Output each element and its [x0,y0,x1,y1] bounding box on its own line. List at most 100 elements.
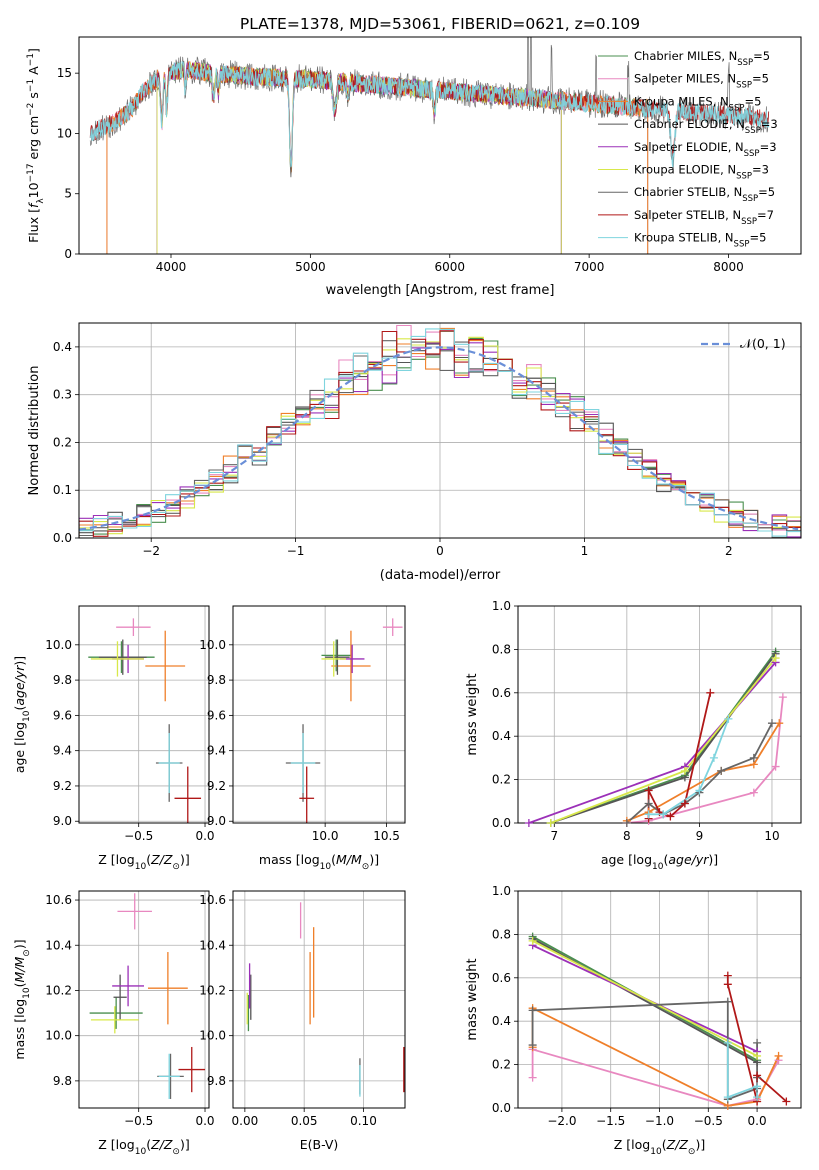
weight-marker [723,1093,732,1102]
panel-mass-age: 10.0 10.5 9.0 9.2 9.4 9.6 9.8 10.0 mass [log10(M… [199,605,406,872]
y-tick-label: 9.4 [207,744,226,758]
y-tick-label: 0.6 [492,971,511,985]
x-tick-label: 0 [436,544,444,558]
y-tick-label: 0.0 [492,1101,511,1115]
weight-marker [749,788,758,797]
weight-marker [524,819,533,827]
axes-frame [232,605,406,824]
x-tick-label: 6000 [434,260,465,274]
weight-marker [622,819,631,827]
weight-marker [753,1082,762,1091]
y-tick-label: 0.2 [492,1058,511,1072]
weight-marker [771,762,780,771]
y-tick-label: 10.0 [199,1029,226,1043]
legend-label: Chabrier MILES, NSSP=5 [634,49,770,68]
y-tick-label: 0.3 [53,388,72,402]
y-tick-label: 0.6 [492,686,511,700]
y-tick-label: 9.8 [53,1074,72,1088]
y-tick-label: 1.0 [492,599,511,613]
weight-marker [767,719,776,728]
y-tick-label: 9.8 [207,1074,226,1088]
y-tick-label: 10.4 [45,938,72,952]
legend-label: Chabrier STELIB, NSSP=5 [634,185,775,204]
y-tick-label: 10.6 [199,893,226,907]
x-tick-label: 8000 [713,260,744,274]
y-axis-label: mass [log10(M/M⊙)] [12,939,32,1059]
x-axis-label: wavelength [Angstrom, rest frame] [326,283,555,298]
weight-marker [723,980,732,989]
x-tick-label: −1.5 [596,1114,625,1128]
y-tick-label: 0.4 [53,340,72,354]
x-axis-label: (data-model)/error [380,568,501,583]
weight-marker [717,766,726,775]
y-tick-label: 10.0 [199,638,226,652]
weight-marker [644,799,653,808]
x-tick-label: −0.5 [124,1114,153,1128]
x-tick-label: 0.00 [232,1114,259,1128]
y-tick-label: 0.1 [53,483,72,497]
y-tick-label: 9.8 [207,673,226,687]
y-axis-label: mass weight [465,673,480,755]
weight-marker [528,1073,537,1082]
x-tick-label: 4000 [156,260,187,274]
legend-label: Salpeter STELIB, NSSP=7 [634,208,774,227]
y-tick-label: 0.2 [492,773,511,787]
y-tick-label: 15 [57,66,72,80]
x-tick-label: 7 [550,829,558,843]
x-tick-label: −2 [142,544,160,558]
x-tick-label: 8 [623,829,631,843]
weight-marker [723,971,732,980]
x-tick-label: −1.0 [645,1114,674,1128]
weight-marker [644,810,653,819]
x-tick-label: −2.0 [547,1114,576,1128]
weight-marker [753,1071,762,1080]
weight-marker [528,936,537,945]
figure-title: PLATE=1378, MJD=53061, FIBERID=0621, z=0… [240,15,640,33]
y-axis-label: Normed distribution [27,366,42,496]
x-axis-label: age [log10(age/yr)] [601,852,718,872]
x-tick-label: −1 [287,544,305,558]
y-tick-label: 10.2 [199,983,226,997]
x-tick-label: 10 [764,829,779,843]
panel-z-mass: −0.5 0.0 9.8 10.0 10.2 10.4 10.6 Z [log10(Z/Z⊙)… [12,890,215,1157]
x-tick-label: 0.0 [195,1114,214,1128]
x-tick-label: 0.10 [350,1114,377,1128]
weight-marker [782,1097,791,1106]
normal-curve [79,346,799,531]
weight-marker [753,1051,762,1060]
x-tick-label: 0.0 [195,829,214,843]
y-tick-label: 9.4 [53,744,72,758]
legend-label: Kroupa MILES, NSSP=5 [634,94,761,113]
x-tick-label: 10.0 [312,829,339,843]
panel-spectrum: 4000 5000 6000 7000 8000 0 5 10 15 Chabrier MILES… [26,36,802,298]
x-tick-label: 5000 [295,260,326,274]
weight-marker [706,688,715,697]
legend-label: Kroupa ELODIE, NSSP=3 [634,163,769,182]
y-tick-label: 10.0 [45,638,72,652]
y-tick-label: 10 [57,126,72,140]
y-tick-label: 10.2 [45,983,72,997]
y-tick-label: 9.2 [207,779,226,793]
x-tick-label: −0.5 [124,829,153,843]
plot-area-spectrum [89,37,770,254]
y-axis-label: Flux [fλ10−17 erg cm−2 s−1 A−1] [26,48,46,243]
weight-marker [528,1006,537,1015]
axes-frame [78,890,210,1109]
weight-marker [749,753,758,762]
y-tick-label: 0.0 [492,816,511,830]
y-tick-label: 9.6 [53,708,72,722]
y-tick-label: 9.0 [53,814,72,828]
histogram-step [79,328,801,537]
x-axis-label: E(B-V) [300,1137,339,1152]
x-axis-label: Z [log10(Z/Z⊙)] [98,852,189,872]
x-tick-label: −0.5 [694,1114,723,1128]
weight-line [626,722,773,823]
x-tick-label: 1 [581,544,589,558]
weight-marker [775,719,784,728]
y-tick-label: 1.0 [492,884,511,898]
y-tick-label: 9.0 [207,814,226,828]
x-tick-label: 2 [725,544,733,558]
plot-area-z-age [88,618,202,823]
weight-marker [680,766,689,775]
